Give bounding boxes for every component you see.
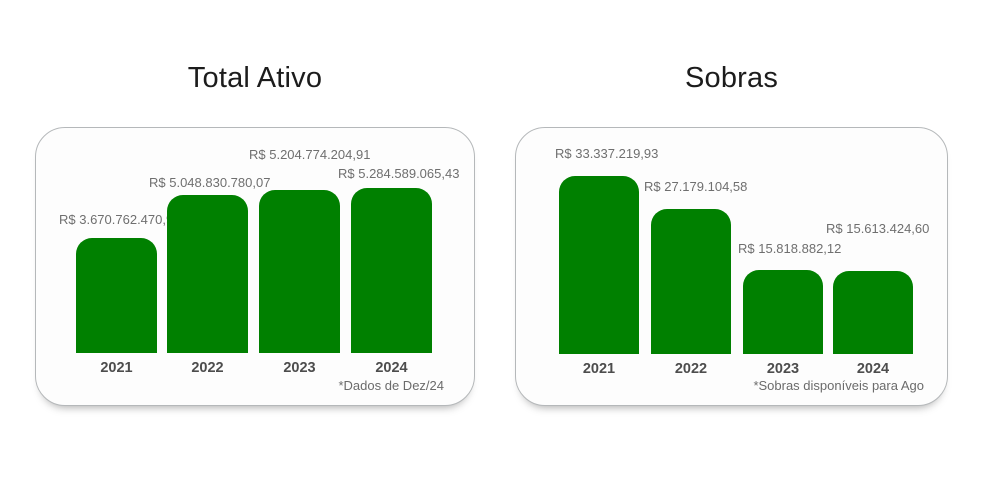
footnote-total-ativo: *Dados de Dez/24 <box>338 378 444 393</box>
category-label-2021: 2021 <box>100 360 133 376</box>
value-label-2023: R$ 5.204.774.204,91 <box>249 147 371 162</box>
bar-2022 <box>167 195 248 353</box>
bar-2024 <box>833 271 913 354</box>
category-label-2024: 2024 <box>375 360 408 376</box>
footnote-sobras: *Sobras disponíveis para Ago <box>753 378 924 393</box>
value-label-2024: R$ 15.613.424,60 <box>826 221 930 236</box>
value-label-2022: R$ 5.048.830.780,07 <box>149 175 271 190</box>
value-label-2022: R$ 27.179.104,58 <box>644 179 748 194</box>
category-label-2024: 2024 <box>856 361 890 377</box>
bar-2023 <box>743 270 823 354</box>
plot-area-sobras: R$ 33.337.219,93 2021 R$ 27.179.104,58 2022… <box>516 128 947 405</box>
category-label-2023: 2023 <box>283 360 316 376</box>
value-label-2021: R$ 3.670.762.470,96 <box>59 212 181 227</box>
bar-2024 <box>351 188 432 353</box>
bar-2021 <box>559 176 639 354</box>
value-label-2023: R$ 15.818.882,12 <box>738 241 842 256</box>
bar-2022 <box>651 209 731 354</box>
chart-sobras: Sobras R$ 33.337.219,93 2021 R$ 27.179.104… <box>515 60 948 420</box>
chart-card-sobras: R$ 33.337.219,93 2021 R$ 27.179.104,58 2022… <box>515 127 948 406</box>
chart-card-total-ativo: R$ 3.670.762.470,96 2021 R$ 5.048.830.780,… <box>35 127 475 406</box>
plot-area-total-ativo: R$ 3.670.762.470,96 2021 R$ 5.048.830.780,… <box>36 128 474 405</box>
category-label-2022: 2022 <box>674 361 708 377</box>
category-label-2022: 2022 <box>191 360 224 376</box>
chart-title-total-ativo: Total Ativo <box>187 62 323 94</box>
value-label-2024: R$ 5.284.589.065,43 <box>338 166 460 181</box>
bar-2021 <box>76 238 157 353</box>
value-label-2021: R$ 33.337.219,93 <box>555 146 659 161</box>
chart-title-sobras: Sobras <box>684 62 779 94</box>
category-label-2021: 2021 <box>582 361 616 377</box>
bar-2023 <box>259 190 340 353</box>
chart-total-ativo: Total Ativo R$ 3.670.762.470,96 2021 R$ 5.… <box>35 60 475 420</box>
category-label-2023: 2023 <box>766 361 800 377</box>
